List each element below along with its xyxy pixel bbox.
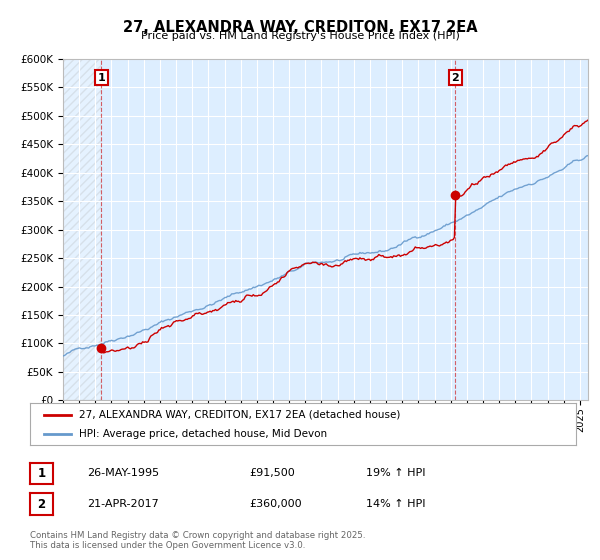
Text: Price paid vs. HM Land Registry's House Price Index (HPI): Price paid vs. HM Land Registry's House …	[140, 31, 460, 41]
Text: 26-MAY-1995: 26-MAY-1995	[87, 468, 159, 478]
Text: 14% ↑ HPI: 14% ↑ HPI	[366, 499, 425, 509]
Text: 2: 2	[37, 497, 46, 511]
Text: HPI: Average price, detached house, Mid Devon: HPI: Average price, detached house, Mid …	[79, 429, 327, 439]
Text: 1: 1	[37, 466, 46, 480]
Text: 19% ↑ HPI: 19% ↑ HPI	[366, 468, 425, 478]
Text: Contains HM Land Registry data © Crown copyright and database right 2025.
This d: Contains HM Land Registry data © Crown c…	[30, 531, 365, 550]
Text: 27, ALEXANDRA WAY, CREDITON, EX17 2EA: 27, ALEXANDRA WAY, CREDITON, EX17 2EA	[122, 20, 478, 35]
Text: 1: 1	[98, 73, 106, 82]
Text: 21-APR-2017: 21-APR-2017	[87, 499, 159, 509]
Text: 2: 2	[452, 73, 459, 82]
Text: 27, ALEXANDRA WAY, CREDITON, EX17 2EA (detached house): 27, ALEXANDRA WAY, CREDITON, EX17 2EA (d…	[79, 409, 401, 419]
Text: £360,000: £360,000	[249, 499, 302, 509]
Text: £91,500: £91,500	[249, 468, 295, 478]
